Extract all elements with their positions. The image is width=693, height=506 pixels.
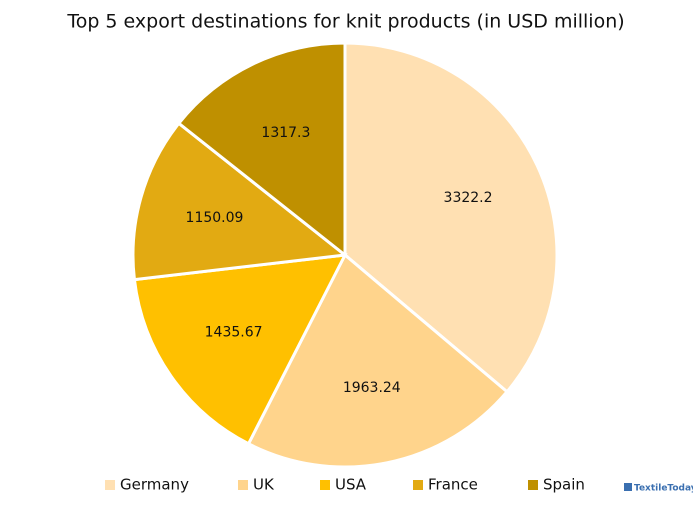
legend-label: France <box>428 476 478 494</box>
watermark: TextileToday <box>634 484 693 494</box>
data-label: 1963.24 <box>343 380 401 396</box>
legend-swatch <box>320 480 330 490</box>
watermark-icon <box>624 483 632 491</box>
pie-slice <box>132 253 348 446</box>
legend-swatch <box>105 480 115 490</box>
legend-swatch <box>413 480 423 490</box>
pie-slice <box>246 252 510 469</box>
legend-label: Spain <box>543 476 585 494</box>
data-label: 1317.3 <box>261 125 310 141</box>
chart-title: Top 5 export destinations for knit produ… <box>66 11 624 33</box>
legend-swatch <box>528 480 538 490</box>
pie-slice <box>343 41 559 394</box>
pie-slice <box>176 41 347 259</box>
legend-swatch <box>238 480 248 490</box>
legend-label: UK <box>253 476 275 494</box>
data-label: 1150.09 <box>186 210 244 226</box>
data-label: 3322.2 <box>444 190 493 206</box>
pie-slice <box>131 121 349 282</box>
legend-label: USA <box>335 476 367 494</box>
data-label: 1435.67 <box>205 324 263 340</box>
legend-label: Germany <box>120 476 189 494</box>
